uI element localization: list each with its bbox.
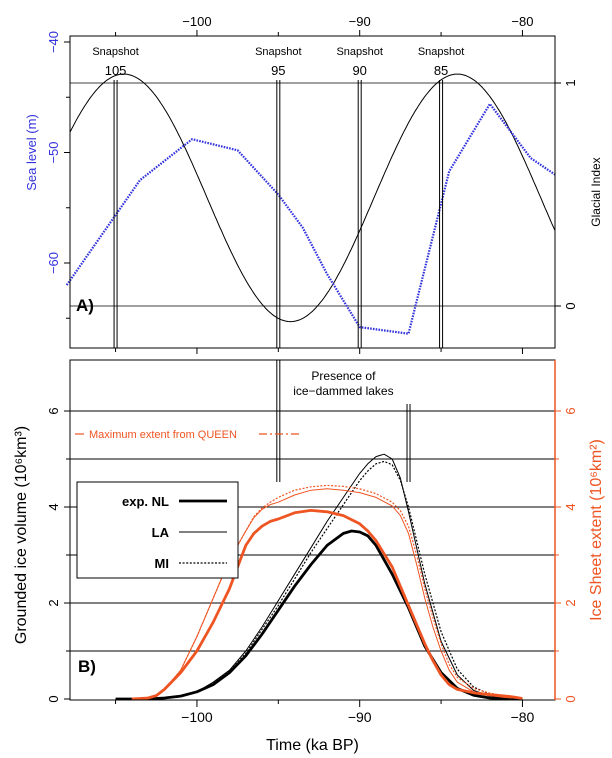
gi-axis-title: Glacial Index: [589, 157, 603, 226]
volume-tick-label: 6: [46, 407, 61, 414]
extent-tick-label: 4: [563, 503, 578, 510]
x-tick-label-bottom: −80: [511, 709, 535, 725]
sea-level-axis-title: Sea level (m): [24, 114, 39, 191]
volume-tick-label: 4: [46, 503, 61, 510]
snapshot-number: 90: [352, 63, 366, 78]
snapshot-number: 105: [105, 63, 127, 78]
x-tick-label-top: −90: [349, 14, 371, 29]
x-axis-title: Time (ka BP): [266, 737, 359, 754]
annotation-bg: [281, 362, 406, 402]
panel-a-label: A): [76, 296, 94, 315]
snapshot-label: Snapshot: [92, 46, 138, 58]
x-tick-label-top: −80: [511, 14, 533, 29]
panel-b-label: B): [78, 657, 96, 676]
snapshot-label: Snapshot: [255, 46, 301, 58]
volume-axis-title: Grounded ice volume (10⁶km³): [13, 426, 30, 644]
extent-tick-label: 6: [563, 407, 578, 414]
snapshot-label: Snapshot: [336, 46, 382, 58]
volume-tick-label: 2: [46, 599, 61, 606]
x-tick-label-bottom: −100: [181, 709, 213, 725]
snapshot-number: 95: [271, 63, 285, 78]
x-tick-label-bottom: −90: [348, 709, 372, 725]
extent-series-exp-nl: [131, 509, 523, 701]
extent-tick-label: 0: [563, 695, 578, 702]
glacial-index-curve: [69, 73, 556, 323]
extent-axis-title: Ice Sheet extent (10⁶km²): [588, 439, 605, 621]
sea-level-tick-label: −40: [46, 31, 61, 53]
legend-label: LA: [152, 525, 170, 540]
gi-tick-label: 1: [563, 79, 578, 86]
sea-level-tick-label: −50: [46, 141, 61, 163]
volume-series-mi: [115, 460, 523, 700]
x-tick-label-top: −100: [182, 14, 211, 29]
sea-level-line: [65, 101, 556, 335]
extent-series-mi: [131, 484, 523, 700]
volume-tick-label: 0: [46, 695, 61, 702]
legend-label: MI: [155, 556, 169, 571]
sea-level-tick-label: −60: [46, 252, 61, 274]
extent-tick-label: 2: [563, 599, 578, 606]
panel-b: Presence of ice−dammed lakes Maximum exten…: [13, 359, 605, 754]
lake-annotation: Presence of ice−dammed lakes: [293, 369, 393, 398]
panel-a-frame: [69, 35, 556, 349]
legend-label: exp. NL: [122, 494, 169, 509]
legend-box: [76, 481, 239, 579]
queen-label: Maximum extent from QUEEN: [89, 429, 237, 441]
snapshot-label: Snapshot: [418, 46, 464, 58]
gi-tick-label: 0: [563, 302, 578, 309]
snapshot-number: 85: [434, 63, 448, 78]
panel-a: Snapshot 105 Snapshot 95 Snapshot 90 Snapshot 8…: [24, 14, 603, 354]
